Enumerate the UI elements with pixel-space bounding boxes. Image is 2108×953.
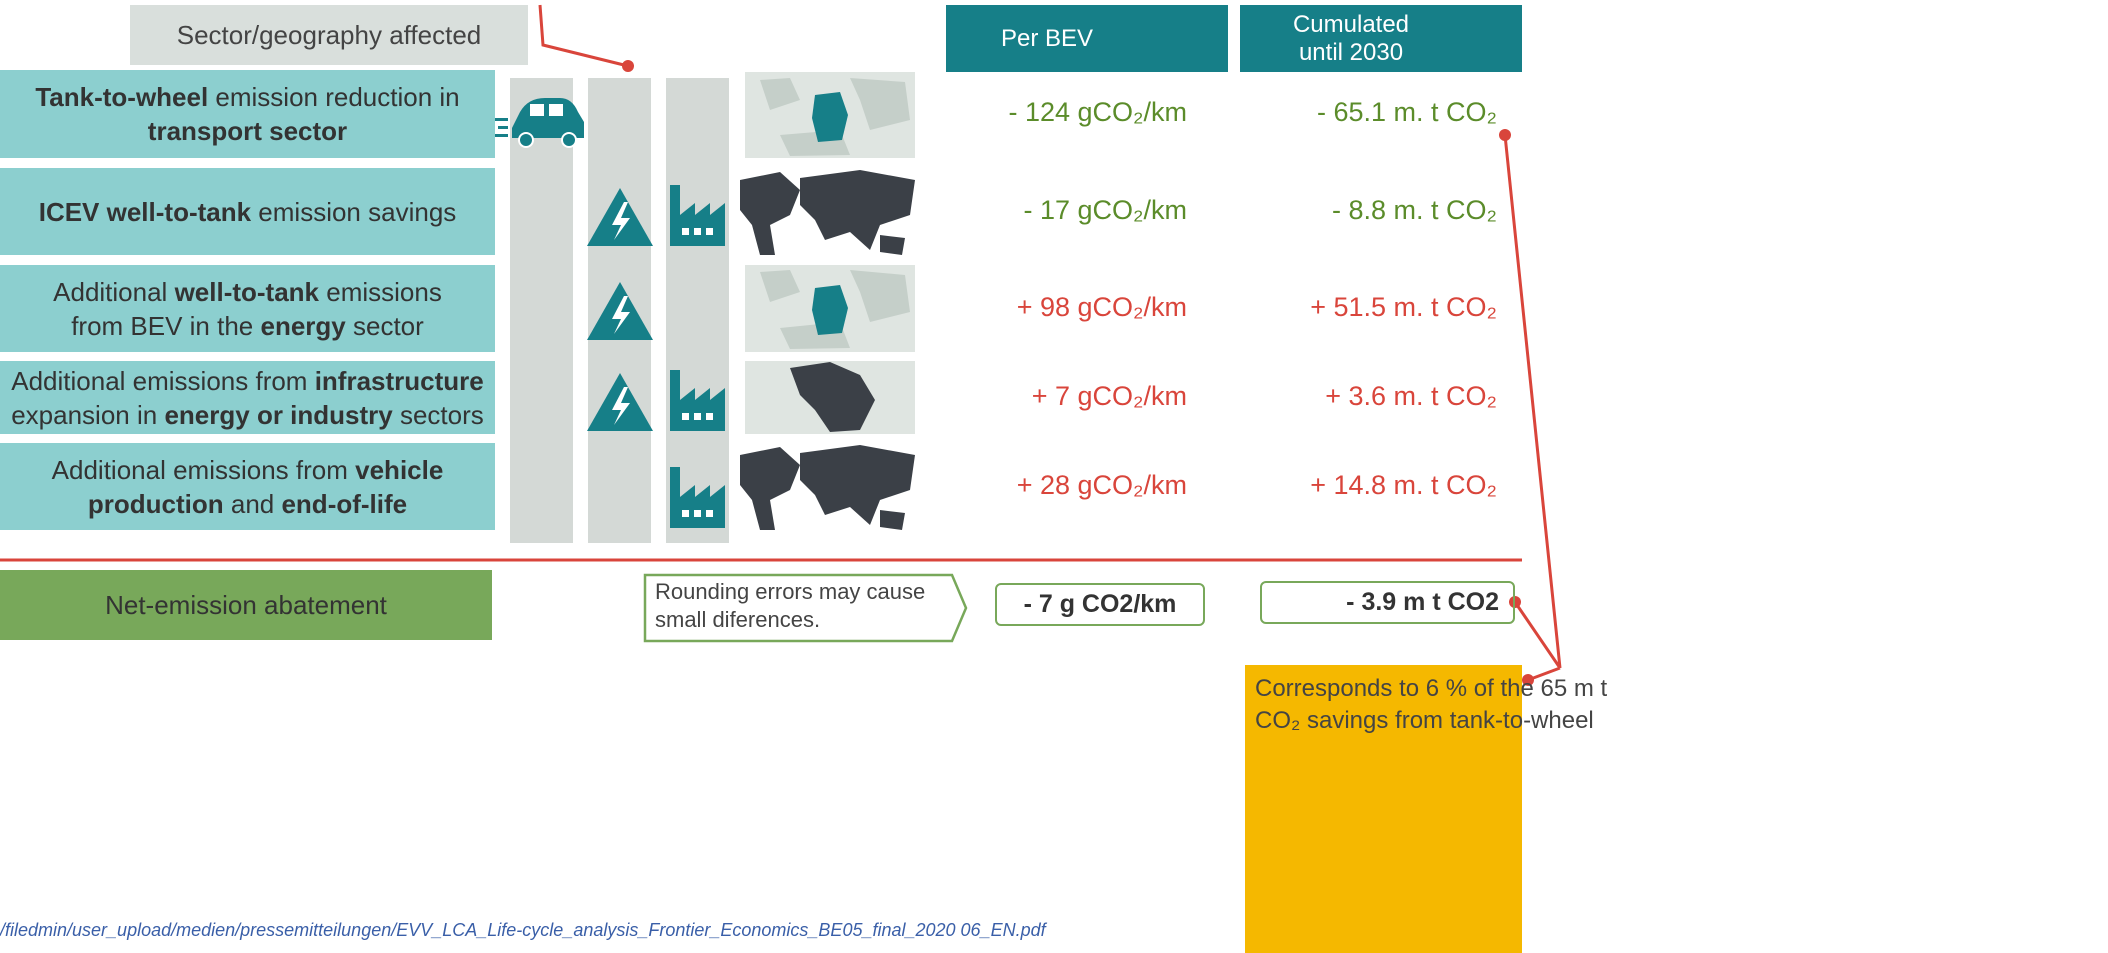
factory-icon xyxy=(670,185,725,246)
header-line: until 2030 xyxy=(1298,39,1404,66)
power-icon xyxy=(587,373,653,431)
column xyxy=(510,78,573,543)
note-line: small diferences. xyxy=(655,607,821,632)
row-label: ICEV well-to-tank emission savings xyxy=(0,168,495,255)
label-text: emissions xyxy=(319,276,442,307)
label-text: energy or industry xyxy=(164,399,393,430)
label-text: vehicle xyxy=(355,454,444,485)
cumulated-value: - 65.1 m. t CO₂ xyxy=(1316,97,1497,127)
label-line: ICEV well-to-tank emission savings xyxy=(39,195,457,229)
footer-url: /filedmin/user_upload/medien/pressemitte… xyxy=(0,920,1046,940)
cumulated-value: + 51.5 m. t CO₂ xyxy=(1310,291,1497,322)
map-europe xyxy=(745,265,915,352)
label-line: Tank-to-wheel emission reduction in xyxy=(35,80,459,114)
label-text: ICEV well-to-tank xyxy=(38,196,252,227)
dot xyxy=(1509,596,1521,608)
dot xyxy=(1522,674,1534,686)
row-label: Tank-to-wheel emission reduction in trans… xyxy=(0,70,495,158)
car-icon xyxy=(494,98,584,148)
label-text: emission reduction in xyxy=(208,82,460,112)
label-line: from BEV in the energy sector xyxy=(71,309,424,343)
note-line: Rounding errors may cause xyxy=(655,579,926,604)
label-text: Additional emissions from xyxy=(11,365,315,396)
label-line: Additional well-to-tank emissions xyxy=(53,275,442,309)
label-text: infrastructure xyxy=(314,365,484,396)
per-bev-value: + 28 gCO₂/km xyxy=(1016,469,1187,500)
label-text: well-to-tank xyxy=(174,276,320,307)
cumulated-header: Cumulated until 2030 xyxy=(1240,5,1522,72)
map-europe-dark xyxy=(745,361,915,434)
power-icon xyxy=(587,188,653,246)
label-text: sectors xyxy=(392,399,484,430)
map-world xyxy=(740,170,915,255)
factory-icon xyxy=(670,467,725,528)
cumulated-value: + 3.6 m. t CO₂ xyxy=(1325,380,1497,411)
label-text: Additional emissions from xyxy=(51,454,356,485)
label-text: transport sector xyxy=(147,116,348,146)
label-line: Additional emissions from vehicle xyxy=(52,453,444,487)
connector xyxy=(538,4,629,68)
sector-header: Sector/geography affected xyxy=(130,5,528,65)
per-bev-value: - 17 gCO₂/km xyxy=(1023,194,1187,225)
callout-line: CO₂ savings from tank-to-wheel xyxy=(1255,707,1594,734)
cumulated-value: + 14.8 m. t CO₂ xyxy=(1310,469,1497,500)
label-text: energy xyxy=(260,310,346,341)
per-bev-value: + 7 gCO₂/km xyxy=(1031,380,1187,411)
dot xyxy=(622,60,634,72)
net-cumulated: - 3.9 m t CO2 xyxy=(1260,581,1515,624)
label-text: Additional xyxy=(53,276,175,307)
note: Rounding errors may cause small diference… xyxy=(655,578,925,634)
label-text: sector xyxy=(345,310,424,341)
dot xyxy=(1499,129,1511,141)
net-per-bev: - 7 g CO2/km xyxy=(995,583,1205,626)
label-text: Tank-to-wheel xyxy=(35,82,209,112)
row-label: Additional well-to-tank emissions from BE… xyxy=(0,265,495,352)
header-line: Cumulated xyxy=(1292,11,1410,38)
label-line: production and end-of-life xyxy=(88,487,407,521)
label-line: transport sector xyxy=(148,114,347,148)
label-text: expansion in xyxy=(11,399,165,430)
map-world xyxy=(740,445,915,530)
factory-icon xyxy=(670,370,725,431)
label-text: and xyxy=(223,488,282,519)
cumulated-value: - 8.8 m. t CO₂ xyxy=(1331,194,1497,225)
power-icon xyxy=(587,282,653,340)
callout: Corresponds to 6 % of the 65 m t CO₂ savi… xyxy=(1245,665,1608,953)
row-label: Additional emissions from infrastructure… xyxy=(0,361,495,434)
label-line: expansion in energy or industry sectors xyxy=(11,398,484,432)
column xyxy=(666,78,729,543)
per-bev-header: Per BEV xyxy=(946,5,1228,72)
callout-line: Corresponds to 6 % of the 65 m t xyxy=(1255,675,1608,702)
label-text: end-of-life xyxy=(281,488,408,519)
label-text: emission savings xyxy=(251,196,457,227)
note-box xyxy=(643,573,968,643)
per-bev-value: + 98 gCO₂/km xyxy=(1016,291,1187,322)
label-text: from BEV in the xyxy=(71,310,261,341)
row-label: Additional emissions from vehicle product… xyxy=(0,443,495,530)
label-line: Additional emissions from infrastructure xyxy=(11,364,484,398)
map-europe xyxy=(745,72,915,158)
label-text: production xyxy=(87,488,224,519)
per-bev-value: - 124 gCO₂/km xyxy=(1008,97,1187,127)
net-label: Net-emission abatement xyxy=(0,570,492,640)
